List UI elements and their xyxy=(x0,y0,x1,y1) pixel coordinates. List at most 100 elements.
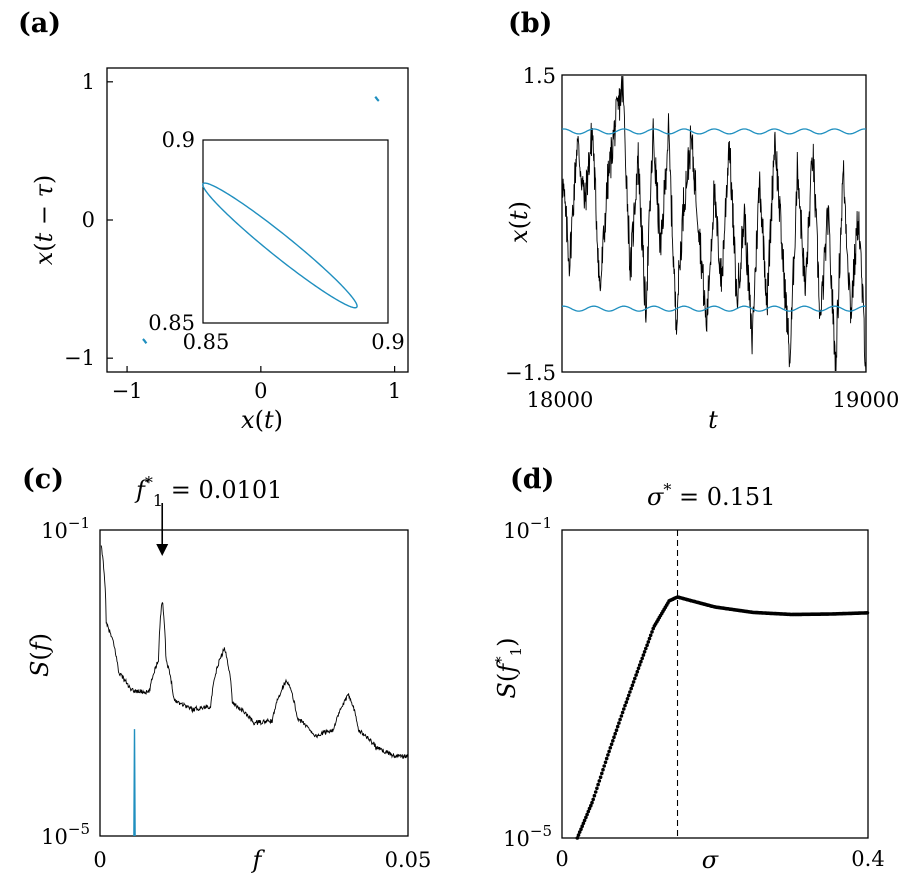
panel-d-point xyxy=(591,797,595,802)
panel-d-xtick-label: 0 xyxy=(555,847,568,871)
inset-xtick-label: 0.9 xyxy=(371,330,404,354)
inset-frame xyxy=(202,139,389,324)
panel-c-periodic-spectrum xyxy=(133,729,136,837)
panel-d-point xyxy=(646,640,651,644)
panel-c-ytick-label: 10−5 xyxy=(41,820,90,849)
panel-d-point xyxy=(635,669,640,674)
panel-d-point xyxy=(640,656,644,661)
panel-label-a: (a) xyxy=(18,8,61,39)
panel-d-point xyxy=(625,697,630,701)
panel-a-xtick-label: 1 xyxy=(388,379,401,403)
panel-d-point xyxy=(592,793,597,798)
panel-d-point xyxy=(634,673,638,677)
panel-d-point xyxy=(620,710,625,715)
panel-d-point xyxy=(630,683,635,688)
panel-d-point xyxy=(584,815,588,820)
panel-c-arrow-head xyxy=(156,544,169,556)
panel-d-point xyxy=(628,690,632,694)
inset-xtick-label: 0.85 xyxy=(183,330,230,354)
panel-d-ytick-label: 10−1 xyxy=(503,514,552,543)
panel-a-ylabel: x(t − τ) xyxy=(30,175,58,266)
panel-c-xtick-label: 0.05 xyxy=(385,848,432,872)
panel-a-ytick-label: 1 xyxy=(82,70,95,94)
panel-c-ytick-label: 10−1 xyxy=(41,514,90,543)
panel-c-ylabel: S(f) xyxy=(26,633,54,677)
panel-b-ylabel: x(t) xyxy=(505,201,533,243)
panel-d-point xyxy=(606,753,610,757)
panel-b-xtick-label: 18000 xyxy=(527,388,594,412)
panel-d-point xyxy=(629,686,633,691)
panel-d-frame xyxy=(561,529,869,839)
panel-a-xtick-label: −1 xyxy=(112,379,143,403)
panel-a-orbit-upper xyxy=(374,96,380,102)
inset-ellipse xyxy=(202,182,358,309)
panel-d-point xyxy=(647,636,652,641)
panel-d-point xyxy=(603,760,608,765)
panel-d-point xyxy=(589,803,593,808)
panel-d-point xyxy=(597,779,602,783)
panel-a-ytick-label: 0 xyxy=(82,208,95,232)
panel-d-point xyxy=(611,739,615,743)
panel-d-point xyxy=(619,714,624,718)
inset-ytick-label: 0.85 xyxy=(148,311,195,335)
panel-d-xtick-label: 0.4 xyxy=(851,847,884,871)
panel-d-point xyxy=(612,735,616,739)
panel-c-xtick-label: 0 xyxy=(93,848,106,872)
panel-b-frame xyxy=(561,74,867,373)
panel-d-point xyxy=(618,717,622,722)
panel-d-point xyxy=(624,700,629,704)
panel-label-b: (b) xyxy=(508,8,552,39)
panel-a-xtick-label: 0 xyxy=(254,379,267,403)
panel-d-point xyxy=(642,650,647,654)
panel-c-noisy-spectrum xyxy=(100,545,409,760)
panel-b-xlabel: t xyxy=(708,406,718,434)
panel-d-point xyxy=(608,746,613,750)
panel-a-orbit-lower xyxy=(142,338,148,344)
panel-d-point xyxy=(651,626,655,631)
panel-d-point xyxy=(614,728,619,732)
panel-d-point xyxy=(596,782,600,787)
panel-d-point xyxy=(631,680,636,684)
panel-d-point xyxy=(650,630,654,634)
panel-d-point xyxy=(595,786,599,791)
panel-d-points xyxy=(575,595,870,840)
panel-c-frame xyxy=(99,529,409,837)
panel-b-periodic-orbit-lower xyxy=(561,305,867,312)
panel-a-ytick-label: −1 xyxy=(64,346,95,370)
panel-a-xlabel: x(t) xyxy=(241,406,283,434)
panel-d-point xyxy=(617,721,621,725)
panel-c-xlabel: f xyxy=(251,846,266,874)
panel-b-xtick-label: 19000 xyxy=(833,388,900,412)
panel-d-point xyxy=(579,827,583,831)
panel-d-point xyxy=(637,663,642,667)
panel-d-point xyxy=(615,724,620,729)
panel-d-point xyxy=(585,812,589,817)
panel-b-noisy-series xyxy=(561,75,867,372)
panel-d-point xyxy=(593,790,598,794)
panel-d-point xyxy=(607,749,611,754)
panel-d-point xyxy=(602,764,606,768)
panel-d-point xyxy=(604,756,609,761)
panel-d-point xyxy=(600,771,604,776)
panel-d-point xyxy=(622,707,626,711)
panel-d-point xyxy=(641,653,646,657)
panel-label-d: (d) xyxy=(510,464,554,495)
panel-b-periodic-orbit-upper xyxy=(561,128,866,135)
panel-d-point xyxy=(601,767,605,772)
panel-d-point xyxy=(575,836,580,840)
panel-d-point xyxy=(644,646,648,651)
panel-b-ytick-label: −1.5 xyxy=(505,361,556,385)
panel-d-point xyxy=(580,824,584,828)
panel-d-point xyxy=(581,821,586,826)
panel-d-annotation: σ* = 0.151 xyxy=(647,480,775,511)
panel-d-point xyxy=(590,800,594,805)
panel-d-point xyxy=(648,633,653,638)
panel-d-point xyxy=(639,659,643,664)
panel-d-xlabel: σ xyxy=(702,846,719,874)
panel-d-point xyxy=(865,611,870,615)
panel-d-point xyxy=(576,833,581,837)
panel-d-point xyxy=(626,693,631,698)
panel-d-point xyxy=(587,806,592,811)
panel-d-point xyxy=(598,775,603,779)
